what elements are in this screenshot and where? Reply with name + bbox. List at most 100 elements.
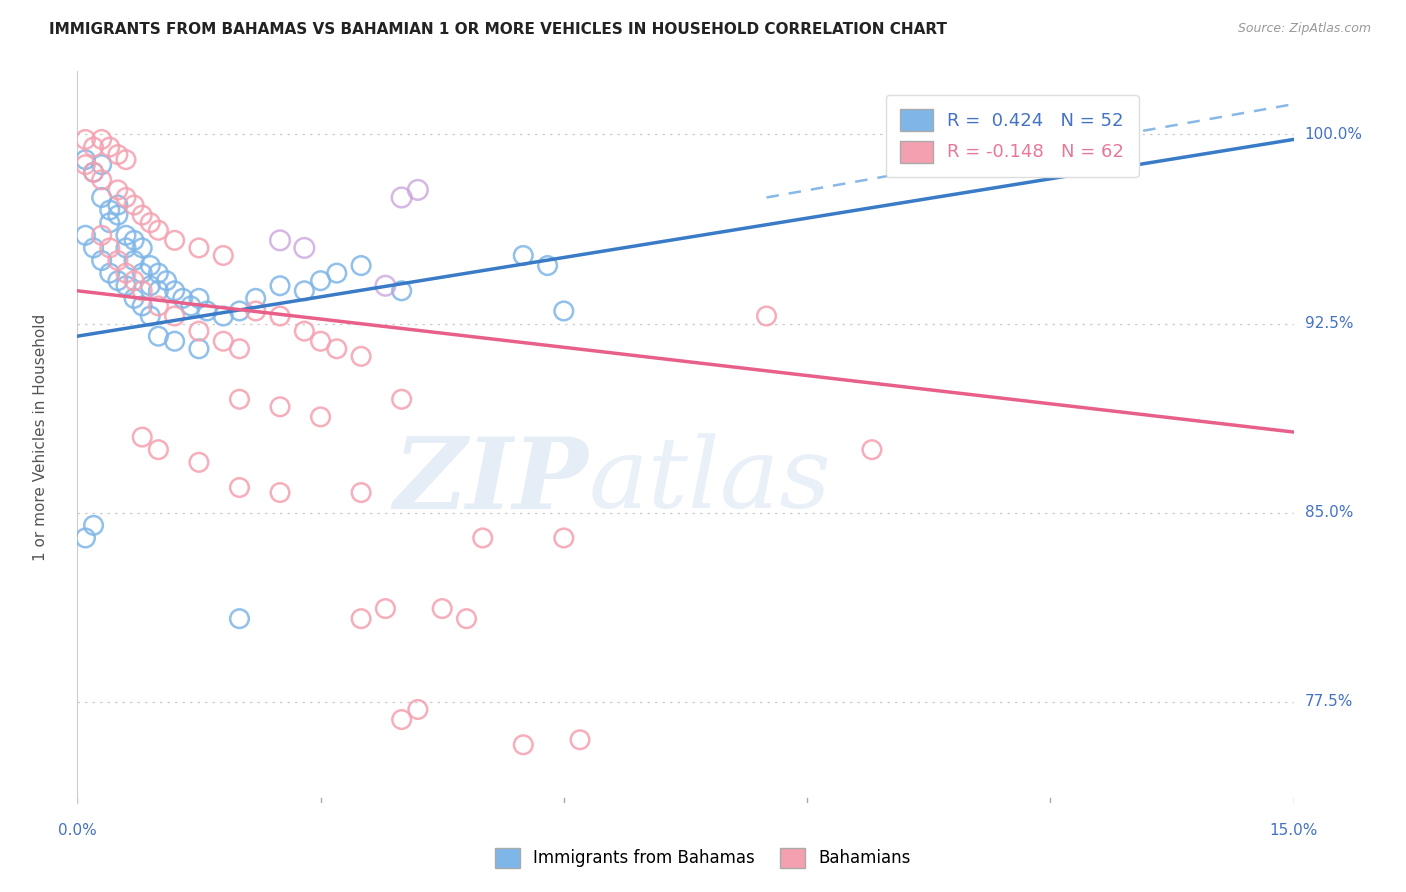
Point [292,241,315,255]
Text: 77.5%: 77.5% [1305,694,1353,709]
Point [163,334,186,349]
Text: IMMIGRANTS FROM BAHAMAS VS BAHAMIAN 1 OR MORE VEHICLES IN HOUSEHOLD CORRELATION : IMMIGRANTS FROM BAHAMAS VS BAHAMIAN 1 OR… [49,22,948,37]
Point [326,342,349,356]
Point [350,485,373,500]
Point [512,248,534,262]
Point [350,612,373,626]
Point [391,713,413,727]
Point [228,612,250,626]
Point [269,233,291,247]
Point [350,350,373,364]
Point [131,241,153,255]
Point [83,241,105,255]
Point [75,158,97,172]
Point [75,228,97,243]
Point [75,153,97,167]
Point [90,132,112,146]
Point [172,291,194,305]
Point [212,334,235,349]
Point [188,342,211,356]
Point [188,455,211,469]
Text: 100.0%: 100.0% [1305,127,1362,142]
Point [139,278,162,293]
Point [115,241,138,255]
Point [83,165,105,179]
Point [83,165,105,179]
Point [309,274,332,288]
Text: Source: ZipAtlas.com: Source: ZipAtlas.com [1237,22,1371,36]
Point [228,304,250,318]
Point [98,266,121,280]
Point [860,442,883,457]
Point [139,216,162,230]
Point [131,208,153,222]
Point [269,400,291,414]
Point [245,291,267,305]
Point [536,259,558,273]
Point [131,266,153,280]
Point [115,266,138,280]
Point [107,274,129,288]
Text: 0.0%: 0.0% [58,823,97,838]
Text: atlas: atlas [588,434,831,529]
Point [391,284,413,298]
Point [90,158,112,172]
Point [755,309,778,323]
Point [83,518,105,533]
Point [131,284,153,298]
Point [188,241,211,255]
Point [107,253,129,268]
Point [90,253,112,268]
Point [228,342,250,356]
Point [83,140,105,154]
Point [269,309,291,323]
Point [391,190,413,204]
Text: ZIP: ZIP [394,433,588,529]
Point [122,198,145,212]
Point [292,284,315,298]
Point [309,334,332,349]
Point [148,442,170,457]
Point [430,601,453,615]
Point [148,266,170,280]
Point [471,531,494,545]
Point [98,140,121,154]
Point [75,531,97,545]
Point [98,216,121,230]
Point [148,329,170,343]
Point [212,309,235,323]
Point [406,183,429,197]
Point [122,233,145,247]
Point [374,278,396,293]
Point [90,228,112,243]
Point [188,291,211,305]
Point [122,274,145,288]
Text: 1 or more Vehicles in Household: 1 or more Vehicles in Household [34,313,48,561]
Point [212,248,235,262]
Point [188,324,211,338]
Point [90,173,112,187]
Point [163,309,186,323]
Point [569,732,592,747]
Point [406,702,429,716]
Point [131,299,153,313]
Point [456,612,478,626]
Point [148,223,170,237]
Text: 15.0%: 15.0% [1270,823,1317,838]
Point [391,392,413,407]
Point [292,324,315,338]
Point [512,738,534,752]
Text: 92.5%: 92.5% [1305,316,1353,331]
Point [180,299,202,313]
Point [245,304,267,318]
Point [553,304,575,318]
Point [374,601,396,615]
Point [115,228,138,243]
Point [90,190,112,204]
Point [122,291,145,305]
Point [139,309,162,323]
Point [98,241,121,255]
Legend: R =  0.424   N = 52, R = -0.148   N = 62: R = 0.424 N = 52, R = -0.148 N = 62 [886,95,1139,177]
Point [309,409,332,424]
Point [75,132,97,146]
